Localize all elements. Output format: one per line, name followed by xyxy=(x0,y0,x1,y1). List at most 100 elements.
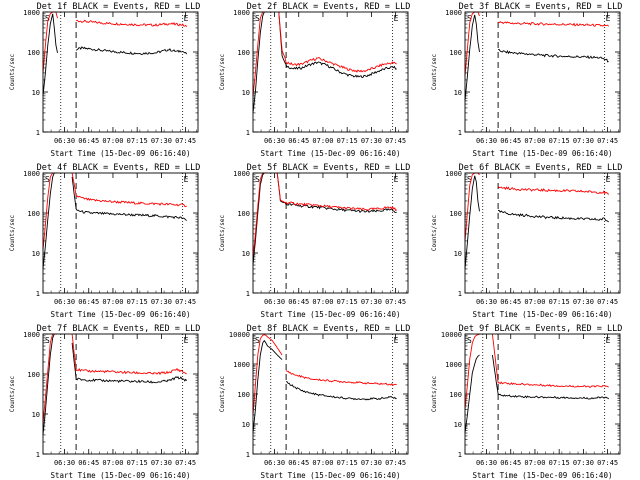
x-tick-label: 07:30 xyxy=(573,298,594,306)
x-tick-label: 07:45 xyxy=(175,459,196,467)
x-tick-label: 07:45 xyxy=(175,137,196,145)
x-axis-label: Start Time (15-Dec-09 06:16:40) xyxy=(261,310,401,319)
x-tick-label: 07:45 xyxy=(597,137,618,145)
y-tick-label: 100 xyxy=(237,391,250,399)
y-axis-label: Counts/sec xyxy=(219,54,226,91)
x-tick-label: 07:00 xyxy=(312,137,333,145)
panel-det-9: Det 9f BLACK = Events, RED = LLD Counts/s… xyxy=(431,324,622,480)
x-tick-label: 07:00 xyxy=(102,459,123,467)
end-marker-label: E xyxy=(184,175,189,184)
end-marker-label: E xyxy=(184,14,189,23)
y-axis-label: Counts/sec xyxy=(219,376,226,413)
lld-series-line xyxy=(71,333,187,376)
panel-det-5: Det 5f BLACK = Events, RED = LLD Counts/s… xyxy=(219,163,410,319)
y-tick-label: 1000 xyxy=(445,9,462,17)
panel-title: Det 9f BLACK = Events, RED = LLD xyxy=(459,324,623,334)
lld-series-line xyxy=(464,333,480,410)
start-marker-label: S xyxy=(467,336,472,345)
x-tick-label: 06:45 xyxy=(288,137,309,145)
y-tick-label: 1000 xyxy=(23,331,40,339)
y-tick-label: 1000 xyxy=(23,9,40,17)
x-tick-label: 07:15 xyxy=(549,459,570,467)
panel-title: Det 2f BLACK = Events, RED = LLD xyxy=(247,2,411,12)
y-tick-label: 10 xyxy=(242,89,250,97)
end-marker-label: E xyxy=(606,175,611,184)
y-axis-label: Counts/sec xyxy=(9,54,16,91)
events-series-line xyxy=(71,176,187,221)
x-tick-label: 07:45 xyxy=(385,459,406,467)
plot-frame xyxy=(42,333,199,455)
x-tick-label: 06:45 xyxy=(500,459,521,467)
y-axis-label: Counts/sec xyxy=(219,215,226,252)
panel-det-8: Det 8f BLACK = Events, RED = LLD Counts/s… xyxy=(219,324,410,480)
start-marker-label: S xyxy=(467,175,472,184)
events-series-line xyxy=(42,333,58,435)
events-series-line xyxy=(42,13,58,96)
panel-title: Det 6f BLACK = Events, RED = LLD xyxy=(459,163,623,173)
events-series-line xyxy=(71,342,188,384)
x-tick-label: 06:30 xyxy=(54,137,75,145)
y-tick-label: 1 xyxy=(36,129,40,137)
x-tick-label: 07:00 xyxy=(312,459,333,467)
panel-title: Det 3f BLACK = Events, RED = LLD xyxy=(459,2,623,12)
x-tick-label: 07:15 xyxy=(127,459,148,467)
x-tick-label: 06:45 xyxy=(78,137,99,145)
y-tick-label: 1000 xyxy=(23,170,40,178)
y-axis-label: Counts/sec xyxy=(9,376,16,413)
x-axis-label: Start Time (15-Dec-09 06:16:40) xyxy=(51,471,191,480)
x-axis-label: Start Time (15-Dec-09 06:16:40) xyxy=(261,149,401,158)
x-tick-label: 06:30 xyxy=(476,298,497,306)
y-tick-label: 10 xyxy=(454,421,462,429)
y-tick-label: 10 xyxy=(242,421,250,429)
x-tick-label: 07:00 xyxy=(312,298,333,306)
events-series-line xyxy=(252,11,268,113)
lld-series-line xyxy=(71,172,187,208)
x-tick-label: 06:45 xyxy=(78,298,99,306)
x-axis-label: Start Time (15-Dec-09 06:16:40) xyxy=(473,471,613,480)
y-tick-label: 100 xyxy=(449,49,462,57)
start-marker-label: S xyxy=(467,14,472,23)
plot-frame xyxy=(252,11,409,133)
x-axis-label: Start Time (15-Dec-09 06:16:40) xyxy=(473,310,613,319)
y-tick-label: 10000 xyxy=(229,331,250,339)
start-marker-label: S xyxy=(255,175,260,184)
x-tick-label: 06:30 xyxy=(54,298,75,306)
plot-frame xyxy=(252,333,409,455)
y-tick-label: 10000 xyxy=(441,331,462,339)
panel-det-3: Det 3f BLACK = Events, RED = LLD Counts/s… xyxy=(431,2,622,158)
y-tick-label: 100 xyxy=(449,210,462,218)
plot-frame xyxy=(42,11,199,133)
y-tick-label: 100 xyxy=(449,391,462,399)
panel-det-4: Det 4f BLACK = Events, RED = LLD Counts/s… xyxy=(9,163,200,319)
y-tick-label: 100 xyxy=(27,210,40,218)
x-tick-label: 06:30 xyxy=(476,459,497,467)
events-series-line xyxy=(464,14,480,101)
lld-series-line xyxy=(497,186,610,195)
plot-frame xyxy=(464,11,621,133)
events-series-line xyxy=(278,11,397,79)
plot-frame xyxy=(464,333,621,455)
y-tick-label: 1 xyxy=(246,451,250,459)
events-series-line xyxy=(491,354,610,400)
x-tick-label: 07:15 xyxy=(337,459,358,467)
y-tick-label: 100 xyxy=(27,371,40,379)
x-tick-label: 07:45 xyxy=(597,298,618,306)
plot-frame xyxy=(252,172,409,294)
end-marker-label: E xyxy=(184,336,189,345)
y-tick-label: 100 xyxy=(237,210,250,218)
x-tick-label: 06:45 xyxy=(288,459,309,467)
panel-det-7: Det 7f BLACK = Events, RED = LLD Counts/s… xyxy=(9,324,200,480)
x-tick-label: 06:30 xyxy=(264,298,285,306)
lld-series-line xyxy=(252,334,283,416)
events-series-line xyxy=(75,46,188,55)
plot-frame xyxy=(464,172,621,294)
x-tick-label: 06:30 xyxy=(476,137,497,145)
y-tick-label: 10 xyxy=(454,89,462,97)
events-series-line xyxy=(498,209,609,223)
events-series-line xyxy=(464,175,480,269)
y-tick-label: 1 xyxy=(458,451,462,459)
y-axis-label: Counts/sec xyxy=(431,215,438,252)
events-series-line xyxy=(498,48,609,63)
start-marker-label: S xyxy=(45,336,50,345)
